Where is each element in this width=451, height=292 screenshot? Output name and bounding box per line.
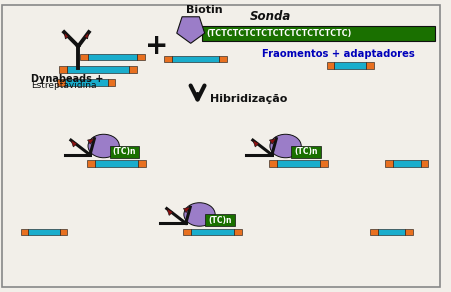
Bar xyxy=(129,66,137,73)
Bar xyxy=(419,160,428,167)
Bar xyxy=(88,53,137,60)
Polygon shape xyxy=(84,32,88,39)
Bar xyxy=(319,160,327,167)
Bar xyxy=(326,62,334,69)
Bar xyxy=(219,55,226,62)
Polygon shape xyxy=(64,32,68,39)
Text: Biotin: Biotin xyxy=(185,5,222,15)
Bar xyxy=(59,66,66,73)
Bar xyxy=(137,53,144,60)
Text: Fraomentos + adaptadores: Fraomentos + adaptadores xyxy=(262,49,414,59)
Text: Sonda: Sonda xyxy=(249,10,290,23)
Text: Estreptavidina: Estreptavidina xyxy=(31,81,97,91)
Polygon shape xyxy=(71,140,77,147)
Text: Dynabeads +: Dynabeads + xyxy=(31,74,103,84)
Text: Hibridização: Hibridização xyxy=(210,94,287,104)
Bar xyxy=(190,229,233,235)
Bar xyxy=(291,146,320,158)
Polygon shape xyxy=(166,208,173,215)
Bar xyxy=(95,160,138,167)
Bar xyxy=(205,214,234,226)
Bar xyxy=(56,79,64,86)
Bar xyxy=(87,160,95,167)
Bar xyxy=(233,229,241,235)
Text: (TC)n: (TC)n xyxy=(294,147,317,157)
Bar xyxy=(66,66,129,73)
Bar xyxy=(404,229,412,235)
Bar xyxy=(107,79,115,86)
Text: (TC)n: (TC)n xyxy=(208,216,231,225)
Bar xyxy=(138,160,145,167)
Bar xyxy=(64,79,107,86)
Text: (TC)n: (TC)n xyxy=(112,147,136,157)
Bar xyxy=(28,229,60,235)
Bar xyxy=(334,62,365,69)
Bar xyxy=(172,55,219,62)
Bar xyxy=(202,26,434,41)
Text: +: + xyxy=(144,32,168,60)
Polygon shape xyxy=(87,139,94,144)
Bar xyxy=(109,146,138,158)
Bar xyxy=(276,160,319,167)
Bar xyxy=(365,62,373,69)
Bar xyxy=(377,229,404,235)
Ellipse shape xyxy=(184,203,215,226)
Bar xyxy=(369,229,377,235)
Bar xyxy=(80,53,88,60)
Ellipse shape xyxy=(88,134,119,158)
Ellipse shape xyxy=(269,134,300,158)
Bar xyxy=(392,160,419,167)
Bar xyxy=(268,160,276,167)
Polygon shape xyxy=(252,140,258,147)
Bar xyxy=(183,229,190,235)
Text: (TCTCTCTCTCTCTCTCTCTCTCTC): (TCTCTCTCTCTCTCTCTCTCTCTC) xyxy=(206,29,351,38)
Polygon shape xyxy=(269,139,276,144)
Bar xyxy=(164,55,172,62)
Bar xyxy=(20,229,28,235)
Polygon shape xyxy=(183,207,190,213)
Bar xyxy=(385,160,392,167)
Bar xyxy=(60,229,67,235)
